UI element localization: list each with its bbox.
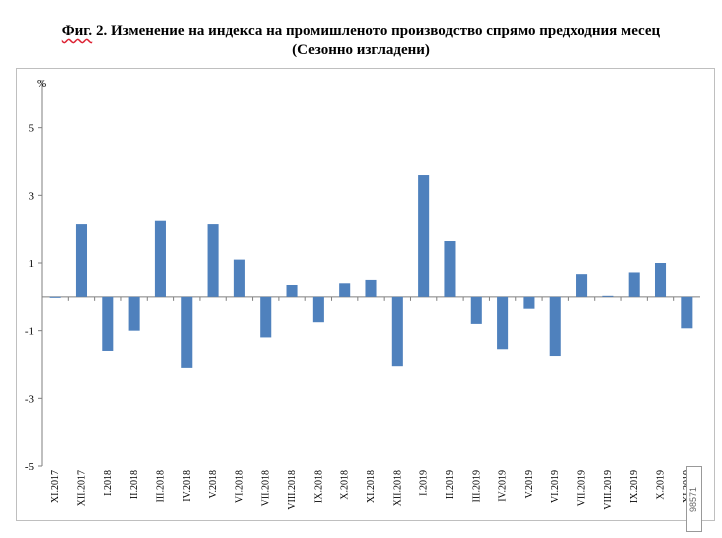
chart-subtitle: (Сезонно изгладени) — [292, 42, 430, 58]
x-tick-label: IV.2018 — [182, 470, 193, 502]
chart-frame — [16, 68, 715, 521]
title-text: 2. Изменение на индекса на промишленото … — [92, 23, 661, 39]
bar-X.2018 — [339, 283, 351, 297]
bar-VIII.2018 — [286, 284, 298, 297]
watermark: 98571 — [686, 466, 702, 532]
bar-VII.2019 — [576, 274, 588, 297]
bar-III.2018 — [154, 220, 166, 297]
x-tick-label: II.2019 — [445, 470, 456, 499]
y-tick-label: -3 — [25, 393, 35, 405]
bar-XII.2018 — [391, 296, 403, 367]
x-tick-label: I.2018 — [103, 470, 114, 496]
y-tick-label: 1 — [29, 258, 35, 270]
x-tick-label: X.2019 — [656, 470, 667, 500]
bar-IX.2019 — [628, 272, 640, 297]
x-tick-label: VI.2019 — [550, 470, 561, 503]
bar-VII.2018 — [260, 296, 272, 338]
x-tick-label: III.2019 — [471, 470, 482, 503]
bar-VI.2019 — [549, 296, 561, 357]
bar-II.2018 — [128, 296, 140, 331]
y-tick-label: 5 — [29, 123, 35, 135]
x-tick-label: XI.2018 — [366, 470, 377, 503]
x-tick-label: IX.2018 — [313, 470, 324, 503]
bar-XI.2019 — [681, 296, 693, 329]
x-tick-label: VII.2018 — [261, 470, 272, 506]
bar-XII.2017 — [75, 224, 88, 297]
x-tick-label: I.2019 — [419, 470, 430, 496]
x-tick-label: IV.2019 — [498, 470, 509, 502]
bar-IV.2019 — [497, 296, 509, 350]
bar-III.2019 — [470, 296, 482, 324]
bar-X.2019 — [654, 263, 667, 297]
chart-title: Фиг. 2. Изменение на индекса на промишле… — [0, 22, 722, 60]
x-tick-label: II.2018 — [129, 470, 140, 499]
bar-I.2018 — [102, 296, 114, 351]
x-tick-label: VII.2019 — [577, 470, 588, 506]
x-tick-label: X.2018 — [340, 470, 351, 500]
bar-V.2019 — [523, 296, 535, 309]
bar-XI.2017 — [49, 296, 61, 298]
x-tick-label: XII.2017 — [76, 470, 87, 506]
bar-VI.2018 — [233, 259, 245, 297]
x-tick-label: VI.2018 — [234, 470, 245, 503]
x-tick-label: VIII.2018 — [287, 470, 298, 510]
bar-II.2019 — [444, 241, 456, 297]
x-tick-label: V.2018 — [208, 470, 219, 498]
x-tick-label: III.2018 — [155, 470, 166, 503]
x-tick-label: XI.2017 — [50, 470, 61, 503]
x-tick-label: VIII.2019 — [603, 470, 614, 510]
y-tick-label: 3 — [29, 190, 35, 202]
title-prefix: Фиг. — [61, 23, 93, 39]
bar-V.2018 — [207, 224, 219, 297]
x-tick-label: XII.2018 — [392, 470, 403, 506]
y-tick-label: -5 — [25, 461, 35, 473]
bar-XI.2018 — [365, 279, 377, 297]
bar-VIII.2019 — [602, 295, 614, 297]
bar-I.2019 — [418, 175, 430, 297]
x-tick-label: V.2019 — [524, 470, 535, 498]
bar-IX.2018 — [312, 296, 324, 323]
x-tick-label: IX.2019 — [629, 470, 640, 503]
y-tick-label: -1 — [25, 326, 34, 338]
y-axis-label: % — [37, 78, 46, 90]
bar-IV.2018 — [181, 296, 193, 368]
